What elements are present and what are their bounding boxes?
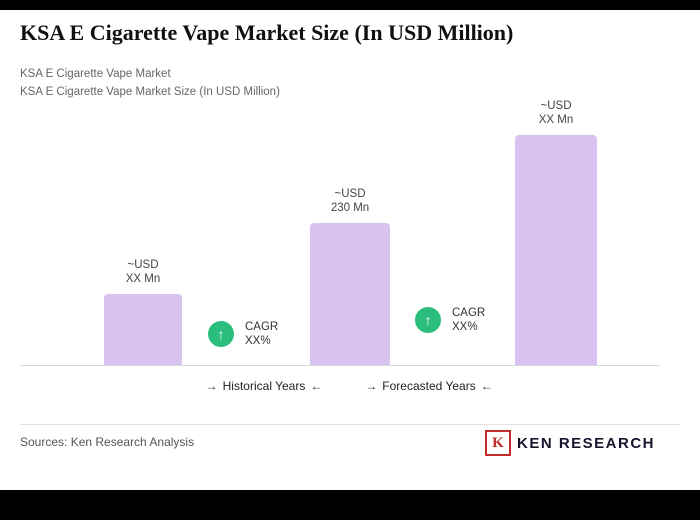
bar-value-label: ~USD XX Mn	[496, 99, 616, 127]
letterbox-bottom	[0, 490, 700, 520]
subtitle-market: KSA E Cigarette Vape Market	[20, 68, 171, 80]
cagr-label: CAGR XX%	[452, 306, 485, 334]
left-arrow-icon: ←	[310, 379, 323, 393]
period-label: Historical Years	[222, 379, 306, 393]
historical-years-annotation: → Historical Years ←	[154, 379, 374, 393]
sources-note: Sources: Ken Research Analysis	[20, 435, 195, 449]
logo-letter: K	[492, 434, 504, 451]
up-arrow-icon: ↑	[217, 326, 225, 342]
cagr-text: CAGR	[245, 321, 279, 333]
growth-badge: ↑	[415, 307, 441, 333]
left-arrow-icon: ←	[480, 379, 493, 393]
period-label: Forecasted Years	[382, 379, 476, 393]
bar-value-line2: XX Mn	[538, 114, 574, 126]
up-arrow-icon: ↑	[424, 312, 432, 328]
bar-value-line1: ~USD	[334, 188, 366, 200]
cagr-value: XX%	[452, 321, 478, 333]
ken-research-logo-icon: K	[484, 430, 511, 456]
right-arrow-icon: →	[365, 379, 378, 393]
x-axis-line	[20, 365, 660, 366]
logo-text: KEN RESEARCH	[516, 434, 655, 452]
bar-value-line1: ~USD	[127, 259, 159, 271]
bar-value-label: ~USD 230 Mn	[290, 187, 410, 215]
bar-historical-start	[104, 294, 182, 365]
bar-value-label: ~USD XX Mn	[83, 258, 203, 286]
bar-value-line1: ~USD	[540, 100, 572, 112]
forecasted-years-annotation: → Forecasted Years ←	[319, 379, 539, 393]
cagr-text: CAGR	[452, 307, 486, 319]
footer-divider	[20, 424, 680, 425]
bar-value-line2: XX Mn	[125, 273, 161, 285]
subtitle-market-size: KSA E Cigarette Vape Market Size (In USD…	[20, 86, 280, 98]
growth-badge: ↑	[208, 321, 234, 347]
right-arrow-icon: →	[205, 379, 218, 393]
bar-value-line2: 230 Mn	[330, 202, 370, 214]
letterbox-top	[0, 0, 700, 10]
bar-historical-end	[310, 223, 390, 365]
ken-research-logo: K KEN RESEARCH	[484, 430, 655, 456]
cagr-value: XX%	[245, 335, 271, 347]
page-title: KSA E Cigarette Vape Market Size (In USD…	[20, 20, 514, 45]
cagr-label: CAGR XX%	[245, 320, 278, 348]
bar-forecast-end	[515, 135, 597, 365]
